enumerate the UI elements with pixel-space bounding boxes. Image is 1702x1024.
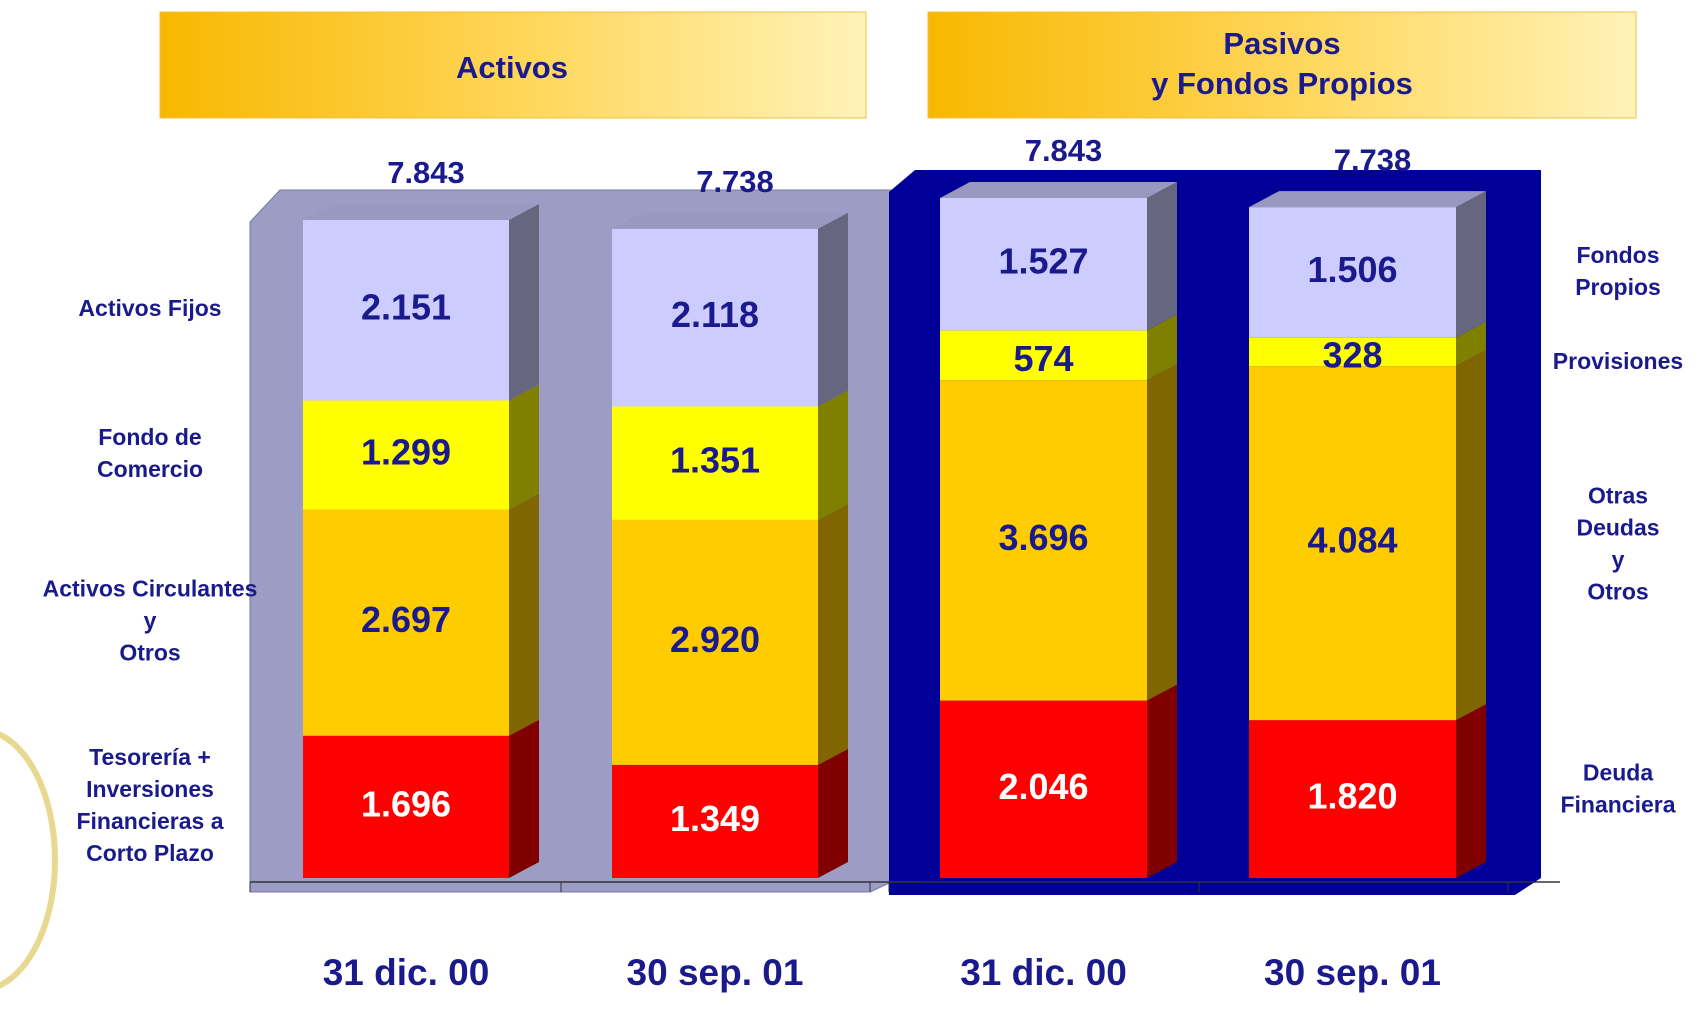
panel-title: Activos (456, 50, 568, 85)
bar-side (1456, 191, 1486, 338)
total-label: 7.738 (696, 164, 774, 199)
bar-side (1147, 364, 1177, 700)
x-tick-label: 30 sep. 01 (1264, 952, 1441, 993)
value-label: 574 (1013, 338, 1073, 379)
bar-side (818, 749, 848, 878)
bar-side (509, 384, 539, 509)
bar-top (612, 213, 848, 229)
value-label: 3.696 (998, 517, 1088, 558)
total-label: 7.843 (1025, 133, 1103, 168)
value-label: 1.299 (361, 431, 451, 472)
value-label: 2.118 (671, 294, 759, 335)
bar-side (1147, 685, 1177, 878)
bar-top (1249, 191, 1486, 207)
value-label: 2.151 (361, 287, 451, 328)
bar-side (509, 720, 539, 878)
chart: Activos 1.696 Tesorería +InversionesFinanc… (0, 0, 1702, 1024)
total-label: 7.738 (1334, 142, 1412, 177)
bar-side (818, 213, 848, 407)
value-label: 1.351 (670, 440, 760, 481)
value-label: 1.349 (670, 798, 760, 839)
value-label: 2.920 (670, 619, 760, 660)
total-label: 7.843 (387, 155, 465, 190)
bar-side (509, 493, 539, 735)
bar-top (303, 204, 539, 220)
value-label: 4.084 (1307, 520, 1397, 561)
legend-label: Activos Fijos (78, 295, 221, 321)
value-label: 1.696 (361, 783, 451, 824)
x-tick-label: 31 dic. 00 (960, 952, 1127, 993)
x-tick-label: 30 sep. 01 (627, 952, 804, 993)
value-label: 1.527 (998, 241, 1088, 282)
value-label: 1.820 (1307, 776, 1397, 817)
value-label: 1.506 (1307, 249, 1397, 290)
value-label: 2.697 (361, 599, 451, 640)
legend-label: Provisiones (1553, 348, 1683, 374)
value-label: 328 (1322, 334, 1382, 375)
bar-side (509, 204, 539, 400)
decoration (0, 730, 55, 990)
bar-top (940, 182, 1177, 198)
bar-side (1147, 182, 1177, 330)
x-tick-label: 31 dic. 00 (323, 952, 490, 993)
bar-side (1456, 704, 1486, 878)
bar-side (818, 504, 848, 765)
bar-side (818, 391, 848, 520)
bar-side (1456, 350, 1486, 720)
value-label: 2.046 (998, 766, 1088, 807)
